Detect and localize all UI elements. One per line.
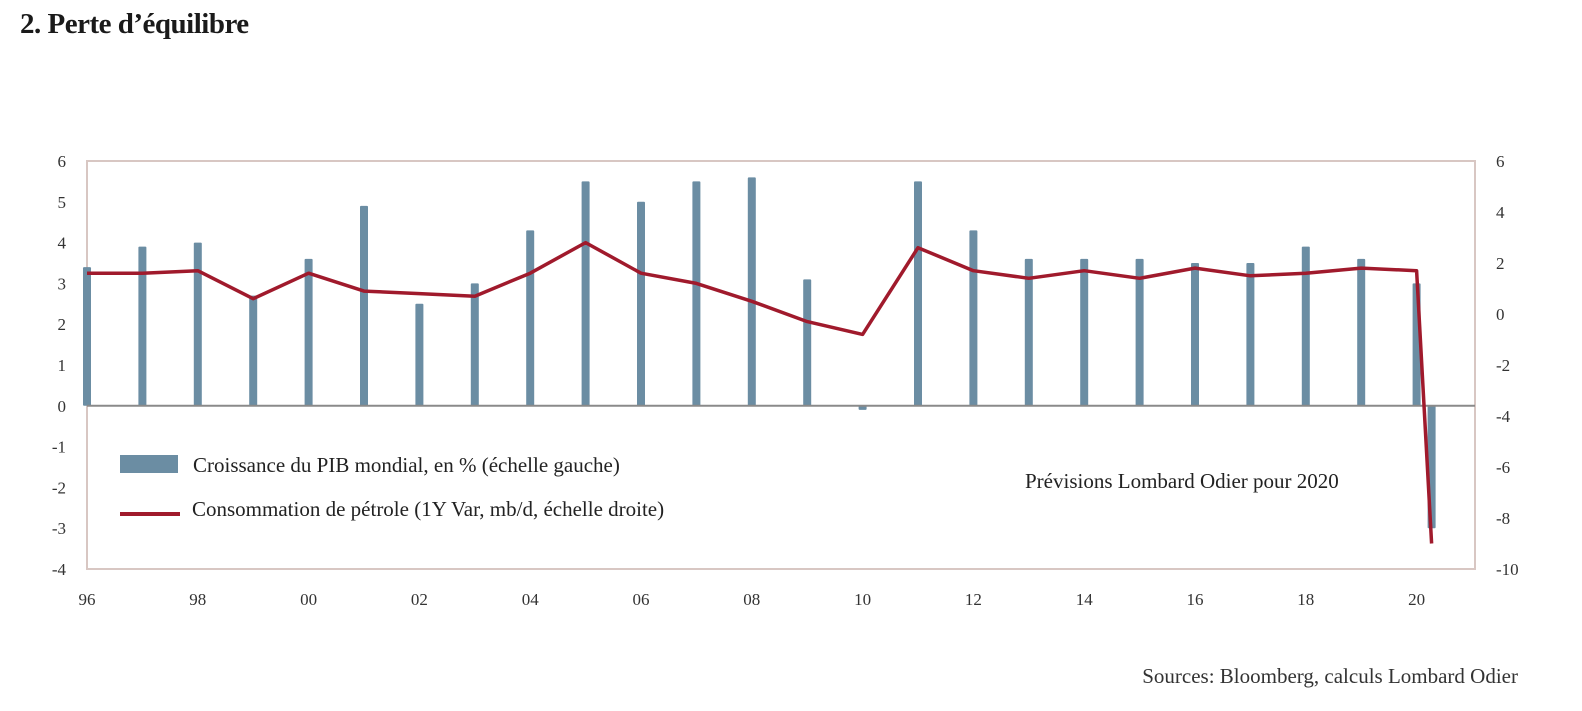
x-tick-label: 16	[1187, 590, 1204, 609]
gdp-bar	[1301, 246, 1310, 406]
right-tick-label: -10	[1496, 560, 1519, 579]
right-tick-label: -8	[1496, 509, 1510, 528]
gdp-bar	[969, 230, 978, 406]
left-tick-label: 4	[58, 234, 67, 253]
x-tick-label: 04	[522, 590, 540, 609]
gdp-bar	[1080, 258, 1089, 406]
right-tick-label: 4	[1496, 203, 1505, 222]
gdp-bar	[1024, 258, 1033, 406]
left-tick-label: -3	[52, 519, 66, 538]
gdp-bar	[193, 242, 202, 406]
gdp-bar	[526, 230, 535, 406]
legend-line-label: Consommation de pétrole (1Y Var, mb/d, é…	[192, 497, 664, 521]
gdp-bar	[803, 279, 812, 406]
oil-series-line	[87, 240, 1434, 544]
gdp-bar	[858, 405, 867, 410]
x-tick-label: 08	[743, 590, 760, 609]
x-tick-label: 06	[633, 590, 650, 609]
left-tick-label: 6	[58, 152, 67, 171]
left-tick-label: 0	[58, 397, 67, 416]
x-tick-label: 20	[1408, 590, 1425, 609]
gdp-bars	[83, 177, 1436, 529]
chart-title: 2. Perte d’équilibre	[20, 8, 249, 40]
gdp-bar	[415, 303, 424, 406]
left-axis: -4 -3 -2 -1 0 1 2 3 4 5 6	[52, 152, 67, 579]
gdp-bar	[83, 267, 91, 406]
legend-bar-label: Croissance du PIB mondial, en % (échelle…	[193, 453, 620, 477]
x-axis: 96 98 00 02 04 06 08 10 12 14 16 18 20	[79, 590, 1426, 609]
source-note: Sources: Bloomberg, calculs Lombard Odie…	[1142, 664, 1518, 688]
gdp-bar	[747, 177, 756, 406]
left-tick-label: -2	[52, 478, 66, 497]
x-tick-label: 18	[1297, 590, 1314, 609]
legend-bar-swatch	[120, 455, 178, 473]
x-tick-label: 14	[1076, 590, 1094, 609]
gdp-bar	[1357, 258, 1366, 406]
x-tick-label: 10	[854, 590, 871, 609]
legend: Croissance du PIB mondial, en % (échelle…	[120, 453, 664, 521]
gdp-bar	[470, 283, 479, 406]
gdp-bar	[360, 205, 368, 406]
gdp-bar	[249, 295, 258, 406]
gdp-bar	[581, 181, 590, 406]
forecast-annotation: Prévisions Lombard Odier pour 2020	[1025, 469, 1339, 493]
left-tick-label: -4	[52, 560, 67, 579]
left-tick-label: 5	[58, 193, 67, 212]
x-tick-label: 96	[79, 590, 96, 609]
x-tick-label: 98	[189, 590, 206, 609]
x-tick-label: 02	[411, 590, 428, 609]
gdp-bar	[138, 246, 147, 406]
gdp-bar	[1191, 263, 1199, 406]
right-tick-label: -6	[1496, 458, 1510, 477]
oil-line	[87, 240, 1434, 544]
right-axis: -10 -8 -6 -4 -2 0 2 4 6	[1496, 152, 1519, 579]
left-tick-label: -1	[52, 438, 66, 457]
right-tick-label: 2	[1496, 254, 1505, 273]
right-tick-label: -4	[1496, 407, 1511, 426]
gdp-bar	[304, 258, 313, 406]
left-tick-label: 2	[58, 315, 67, 334]
right-tick-label: 0	[1496, 305, 1505, 324]
gdp-bar	[1246, 263, 1255, 406]
x-tick-label: 00	[300, 590, 317, 609]
right-tick-label: -2	[1496, 356, 1510, 375]
gdp-bar	[914, 181, 922, 406]
right-tick-label: 6	[1496, 152, 1505, 171]
gdp-bar	[637, 201, 645, 406]
gdp-bar	[692, 181, 701, 406]
x-tick-label: 12	[965, 590, 982, 609]
gdp-bar	[1135, 258, 1144, 406]
left-tick-label: 1	[58, 356, 67, 375]
left-tick-label: 3	[58, 274, 67, 293]
